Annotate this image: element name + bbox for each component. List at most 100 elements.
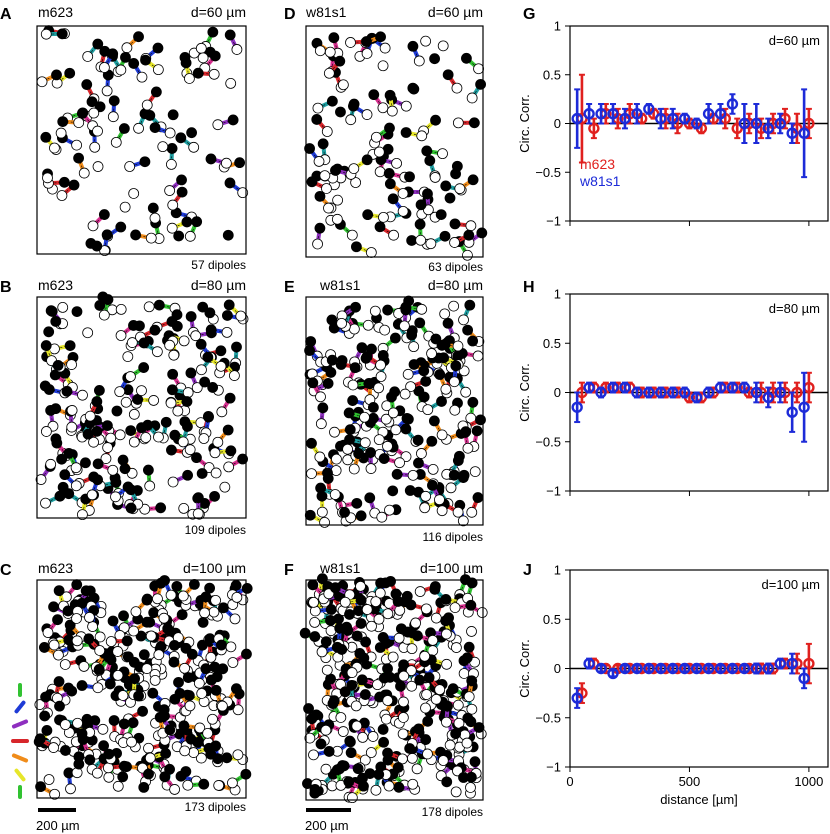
on-center-dot	[350, 241, 362, 253]
on-center-dot	[171, 580, 183, 592]
data-point	[738, 381, 751, 394]
off-center-dot	[399, 320, 410, 332]
on-center-dot	[40, 131, 52, 143]
unpaired-dot	[373, 146, 385, 158]
on-center-dot	[149, 324, 161, 336]
unpaired-dot	[465, 782, 476, 793]
on-center-dot	[231, 341, 242, 353]
on-center-dot	[221, 752, 233, 764]
data-point	[667, 386, 679, 399]
off-center-dot	[49, 788, 61, 800]
on-center-dot	[191, 452, 202, 464]
on-center-dot	[175, 132, 187, 144]
on-center-dot	[138, 337, 150, 349]
off-center-dot	[184, 444, 196, 456]
dipole	[130, 594, 153, 618]
x-tick-label: 0	[566, 774, 573, 789]
data-point	[678, 662, 691, 675]
off-center-dot	[346, 229, 358, 241]
off-center-dot	[386, 105, 398, 117]
off-center-dot	[212, 436, 224, 448]
x-axis-label: distance [µm]	[660, 792, 738, 807]
orientation-color-legend	[11, 683, 29, 799]
on-center-dot	[178, 720, 190, 732]
unpaired-dot	[404, 743, 416, 754]
on-center-dot	[389, 332, 401, 344]
off-center-dot	[312, 238, 323, 250]
off-center-dot	[449, 237, 460, 248]
on-center-dot	[205, 324, 217, 336]
on-center-dot	[81, 79, 93, 90]
dipole	[465, 396, 479, 424]
unpaired-dot	[399, 388, 411, 400]
dipole	[121, 761, 148, 774]
on-center-dot	[359, 689, 371, 700]
dipole	[188, 46, 216, 59]
unpaired-dot	[342, 443, 353, 455]
unpaired-dot	[466, 626, 477, 637]
unpaired-dot	[45, 458, 57, 470]
on-center-dot	[336, 355, 348, 366]
y-tick-label: 0.5	[543, 336, 561, 351]
unpaired-dot	[43, 326, 55, 338]
on-center-dot	[365, 447, 376, 458]
on-center-dot	[363, 378, 375, 389]
dipole	[56, 179, 80, 201]
dipole	[144, 748, 172, 764]
dipole	[224, 29, 243, 55]
dipole	[180, 57, 195, 84]
dipole	[214, 361, 240, 379]
unpaired-dot	[355, 580, 366, 592]
off-center-dot	[48, 742, 59, 753]
off-center-dot	[35, 474, 47, 485]
unpaired-dot	[120, 396, 132, 408]
y-axis-label: Circ. Corr.	[517, 94, 532, 153]
on-center-dot	[355, 618, 367, 629]
on-center-dot	[322, 378, 334, 389]
unpaired-dot	[373, 434, 385, 446]
y-tick-label: 0	[554, 385, 561, 400]
unpaired-dot	[133, 690, 144, 702]
off-center-dot	[128, 436, 140, 448]
on-center-dot	[167, 368, 179, 380]
dipole	[315, 402, 329, 430]
unpaired-dot	[439, 338, 451, 350]
data-point	[655, 386, 667, 399]
unpaired-dot	[437, 40, 449, 52]
off-center-dot	[82, 51, 94, 62]
data-point	[786, 127, 798, 139]
dipole	[141, 86, 162, 111]
off-center-dot	[182, 779, 194, 791]
on-center-dot	[355, 594, 367, 606]
off-center-dot	[414, 586, 426, 597]
off-center-dot	[145, 232, 157, 244]
dipole	[378, 453, 405, 469]
dipole	[142, 419, 164, 443]
on-center-dot	[383, 167, 395, 179]
on-center-dot	[350, 301, 361, 313]
off-center-dot	[97, 723, 109, 735]
data-point	[631, 662, 643, 675]
dipole	[184, 216, 203, 242]
dipole	[364, 492, 381, 519]
unpaired-dot	[198, 433, 210, 444]
off-center-dot	[115, 330, 127, 341]
unpaired-dot	[210, 467, 222, 479]
unpaired-dot	[377, 724, 389, 735]
dipole	[92, 458, 119, 476]
dipole	[38, 642, 64, 661]
on-center-dot	[138, 362, 150, 373]
on-center-dot	[118, 610, 129, 622]
y-tick-label: −1	[546, 484, 561, 499]
off-center-dot	[365, 747, 377, 758]
dipole	[402, 365, 430, 380]
unpaired-dot	[119, 463, 131, 475]
on-center-dot	[317, 573, 328, 585]
dipole	[212, 424, 234, 448]
off-center-dot	[378, 211, 389, 223]
off-center-dot	[415, 234, 427, 246]
on-center-dot	[360, 636, 372, 648]
panel-sample-name: w81s1	[305, 4, 347, 20]
off-center-dot	[225, 641, 237, 653]
off-center-dot	[388, 229, 400, 241]
